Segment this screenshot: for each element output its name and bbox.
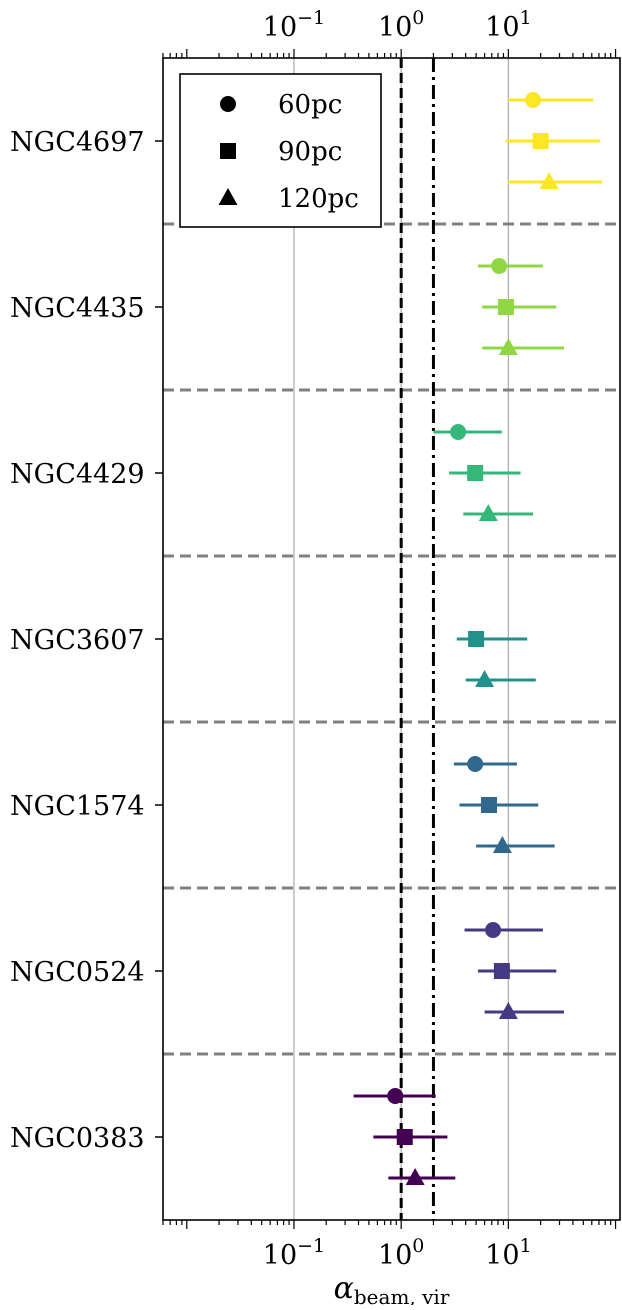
galaxy-label-ngc1574: NGC1574: [10, 791, 145, 822]
tick-label-top-0: 10−1: [263, 7, 325, 43]
point-ngc4435-120pc: [498, 338, 518, 355]
galaxy-ngc0524: [464, 922, 564, 1019]
galaxy-label-ngc0383: NGC0383: [10, 1123, 145, 1154]
point-ngc4429-120pc: [478, 504, 498, 521]
legend-label-120pc: 120pc: [278, 184, 359, 214]
galaxy-ngc4429: [433, 424, 534, 521]
legend-marker-120pc: [218, 188, 238, 205]
legend: 60pc 90pc 120pc: [179, 73, 382, 228]
point-ngc1574-120pc: [492, 836, 512, 853]
point-ngc4697-120pc: [539, 172, 559, 189]
tick-label-bottom-2: 101: [485, 1235, 531, 1271]
point-ngc3607-90pc: [468, 631, 485, 647]
legend-box: [179, 73, 382, 228]
legend-marker-90pc: [220, 143, 236, 159]
point-ngc4435-60pc: [491, 258, 508, 274]
tick-label-bottom-1: 100: [378, 1235, 424, 1271]
plot-frame: [162, 57, 621, 1221]
galaxy-ngc4697: [505, 92, 603, 189]
tick-label-top-1: 100: [378, 7, 424, 43]
galaxy-label-ngc4697: NGC4697: [10, 127, 145, 158]
point-ngc4429-60pc: [450, 424, 467, 440]
galaxy-label-ngc4429: NGC4429: [10, 459, 145, 490]
point-ngc1574-90pc: [481, 797, 498, 813]
point-ngc4435-90pc: [497, 299, 514, 315]
point-ngc0524-90pc: [493, 963, 510, 979]
point-ngc3607-120pc: [475, 670, 495, 687]
legend-marker-60pc: [220, 96, 236, 112]
galaxy-ngc1574: [453, 756, 555, 853]
point-ngc4697-60pc: [525, 92, 542, 108]
tick-label-top-2: 101: [485, 7, 531, 43]
point-ngc0383-120pc: [405, 1168, 425, 1185]
galaxy-label-ngc3607: NGC3607: [10, 625, 145, 656]
galaxy-ngc3607: [456, 631, 536, 687]
point-ngc0524-120pc: [498, 1002, 518, 1019]
point-ngc0524-60pc: [485, 922, 502, 938]
galaxy-ngc4435: [477, 258, 564, 355]
galaxy-label-ngc4435: NGC4435: [10, 293, 145, 324]
legend-label-90pc: 90pc: [278, 137, 342, 167]
point-ngc4697-90pc: [532, 133, 549, 149]
point-ngc4429-90pc: [467, 465, 484, 481]
x-axis-label: αbeam, vir: [334, 1271, 450, 1305]
tick-label-bottom-0: 10−1: [263, 1235, 325, 1271]
galaxy-label-ngc0524: NGC0524: [10, 957, 145, 988]
point-ngc1574-60pc: [467, 756, 484, 772]
galaxy-ngc0383: [353, 1088, 456, 1185]
legend-label-60pc: 60pc: [278, 90, 342, 120]
point-ngc0383-60pc: [387, 1088, 404, 1104]
point-ngc0383-90pc: [396, 1129, 413, 1145]
